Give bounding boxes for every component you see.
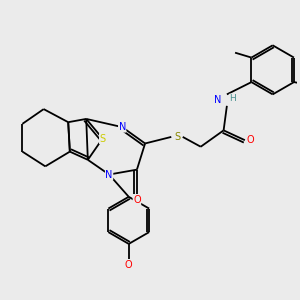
Text: O: O: [125, 260, 133, 269]
Text: S: S: [174, 132, 180, 142]
Text: H: H: [230, 94, 236, 103]
Text: S: S: [100, 134, 106, 143]
Text: N: N: [214, 95, 221, 105]
Text: N: N: [118, 122, 126, 132]
Text: O: O: [133, 195, 141, 205]
Text: N: N: [105, 169, 113, 179]
Text: O: O: [247, 135, 255, 145]
